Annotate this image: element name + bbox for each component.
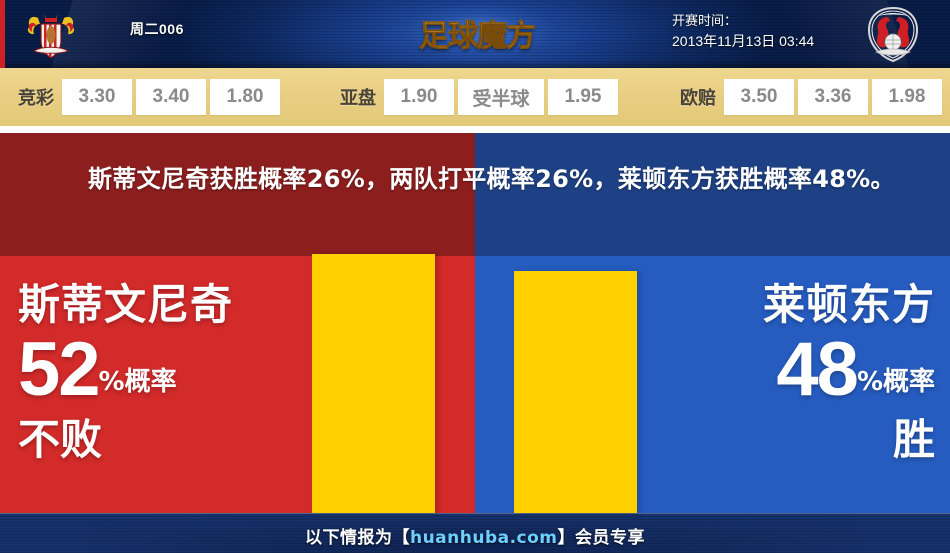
- odds-cell-oupei-draw[interactable]: 3.36: [798, 79, 868, 115]
- bar-away: [514, 271, 637, 513]
- odds-cell-oupei-away[interactable]: 1.98: [872, 79, 942, 115]
- header-bottom-shadow: [0, 60, 950, 68]
- odds-cell-jingcai-home[interactable]: 3.30: [62, 79, 132, 115]
- probability-summary-banner: 斯蒂文尼奇获胜概率26%，两队打平概率26%，莱顿东方获胜概率48%。: [0, 133, 950, 256]
- kickoff-label: 开赛时间：: [672, 13, 738, 28]
- match-header: 周二006 足球魔方 开赛时间： 2013年11月13日 03:44: [0, 0, 950, 68]
- away-percent-value: 48: [776, 327, 859, 412]
- footer-top-line: [0, 513, 950, 514]
- summary-panel-right: [475, 133, 950, 256]
- away-team-name: 莱顿东方: [762, 280, 935, 329]
- home-team-crest-icon: [20, 4, 82, 64]
- home-stats-block: 斯蒂文尼奇 52 %概率 不败: [18, 256, 298, 513]
- odds-group-oupei: 欧赔 3.50 3.36 1.98: [680, 68, 946, 126]
- odds-bar: 竞彩 3.30 3.40 1.80 亚盘 1.90 受半球 1.95 欧赔 3.…: [0, 68, 950, 126]
- site-logo-text: 足球魔方: [419, 11, 537, 55]
- probability-bar-chart: 斯蒂文尼奇 52 %概率 不败 莱顿东方 48 %概率 胜: [0, 254, 950, 513]
- footer-prefix: 以下情报为【: [304, 528, 410, 548]
- bar-home: [312, 254, 435, 513]
- odds-cell-yapan-away[interactable]: 1.95: [548, 79, 618, 115]
- site-logo[interactable]: 足球魔方: [408, 10, 546, 56]
- header-accent-stripe: [0, 0, 5, 68]
- odds-cell-oupei-home[interactable]: 3.50: [724, 79, 794, 115]
- footer-brand-link[interactable]: huanhuba.com: [409, 528, 558, 548]
- home-percent-value: 52: [18, 327, 101, 412]
- odds-cell-jingcai-away[interactable]: 1.80: [210, 79, 280, 115]
- odds-label-yapan: 亚盘: [340, 88, 376, 109]
- away-team-crest-icon: [862, 4, 924, 64]
- away-outcome-label: 胜: [892, 415, 935, 464]
- summary-text: 斯蒂文尼奇获胜概率26%，两队打平概率26%，莱顿东方获胜概率48%。: [88, 165, 895, 193]
- footer-suffix: 】会员专享: [557, 528, 646, 548]
- match-number: 周二006: [130, 21, 184, 37]
- odds-group-yapan: 亚盘 1.90 受半球 1.95: [340, 68, 622, 126]
- footer-banner: 以下情报为【huanhuba.com】会员专享: [0, 513, 950, 553]
- odds-label-jingcai: 竞彩: [18, 88, 54, 109]
- kickoff-value: 2013年11月13日 03:44: [672, 33, 815, 49]
- odds-group-jingcai: 竞彩 3.30 3.40 1.80: [18, 68, 284, 126]
- away-percent-row: 48 %概率: [650, 332, 935, 408]
- away-stats-block: 莱顿东方 48 %概率 胜: [650, 256, 935, 513]
- section-divider: [0, 126, 950, 133]
- home-team-name: 斯蒂文尼奇: [18, 280, 234, 329]
- kickoff-time-block: 开赛时间： 2013年11月13日 03:44: [672, 11, 814, 51]
- home-outcome-label: 不败: [18, 415, 103, 464]
- odds-cell-jingcai-draw[interactable]: 3.40: [136, 79, 206, 115]
- away-percent-suffix: %概率: [856, 367, 935, 397]
- odds-cell-yapan-home[interactable]: 1.90: [384, 79, 454, 115]
- home-percent-row: 52 %概率: [18, 332, 298, 408]
- footer-text: 以下情报为【huanhuba.com】会员专享: [0, 523, 950, 548]
- summary-panel-left: [0, 133, 475, 256]
- odds-label-oupei: 欧赔: [680, 88, 716, 109]
- odds-cell-yapan-handicap[interactable]: 受半球: [458, 79, 544, 115]
- home-percent-suffix: %概率: [98, 367, 177, 397]
